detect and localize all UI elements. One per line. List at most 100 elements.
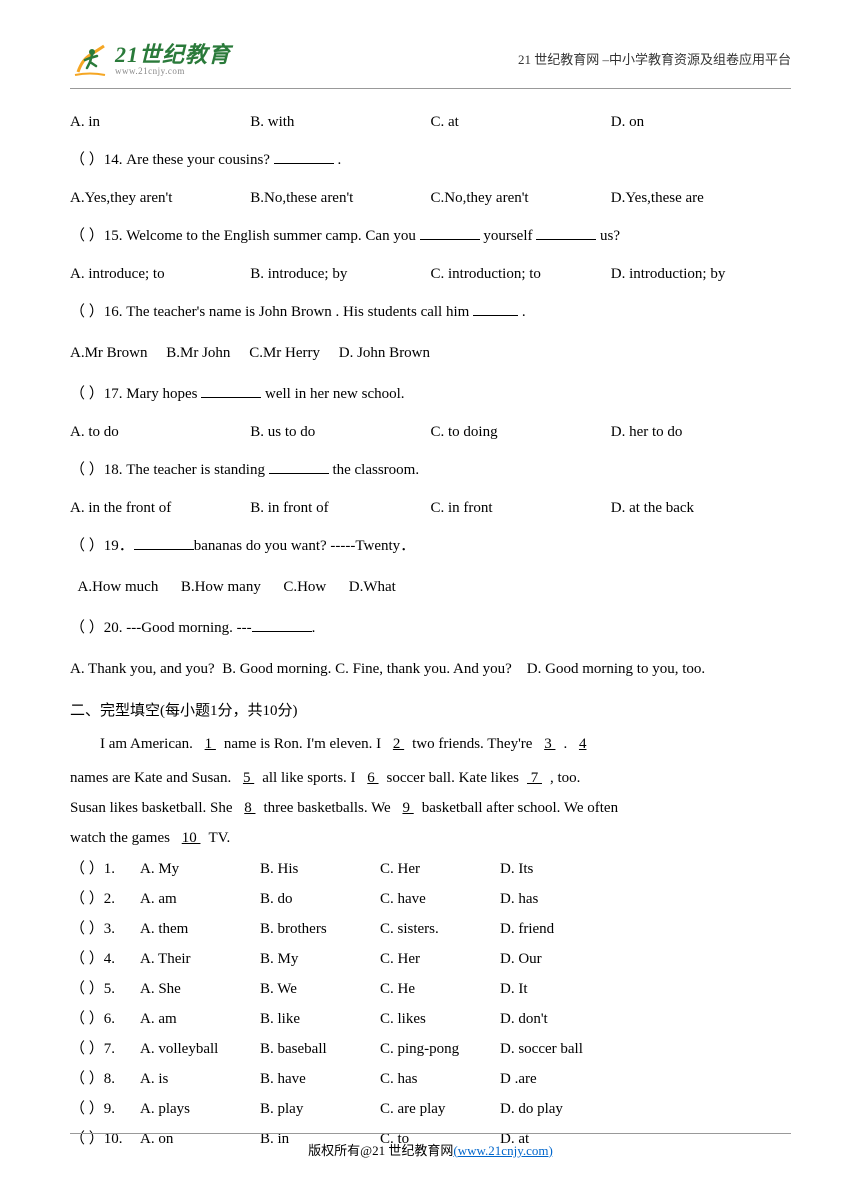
q17-opt-c: C. to doing: [431, 419, 611, 446]
q18-opt-a: A. in the front of: [70, 495, 250, 522]
q19-options: A.How much B.How many C.How D.What: [70, 571, 791, 604]
cloze-9-num: （ ）9.: [70, 1096, 140, 1123]
q15-stem: （ ）15. Welcome to the English summer cam…: [70, 220, 791, 253]
cloze-2-d: D. has: [500, 886, 620, 913]
q18-opt-d: D. at the back: [611, 495, 791, 522]
q15-opt-b: B. introduce; by: [250, 261, 430, 288]
cloze-1-num: （ ）1.: [70, 856, 140, 883]
q13-opt-d: D. on: [611, 109, 791, 136]
q15-mid: yourself: [480, 228, 537, 244]
cloze-5-c: C. He: [380, 976, 500, 1003]
logo-icon: [70, 40, 110, 80]
cloze-5-a: A. She: [140, 976, 260, 1003]
footer-link[interactable]: (www.21cnjy.com): [453, 1143, 552, 1158]
cloze-5-num: （ ）5.: [70, 976, 140, 1003]
cloze-2-a: A. am: [140, 886, 260, 913]
section2-title: 二、完型填空(每小题1分，共10分): [70, 698, 791, 725]
q14-options: A.Yes,they aren't B.No,these aren't C.No…: [70, 185, 791, 212]
blank-1: 1: [197, 736, 224, 752]
p2a: names are Kate and Susan.: [70, 770, 235, 786]
blank: [420, 225, 480, 240]
cloze-6-d: D. don't: [500, 1006, 620, 1033]
blank: [473, 301, 518, 316]
q20-pre: （ ）20. ---Good morning. ---: [70, 620, 252, 636]
q13-opt-c: C. at: [431, 109, 611, 136]
q17-opt-b: B. us to do: [250, 419, 430, 446]
q14-stem: （ ）14. Are these your cousins? .: [70, 144, 791, 177]
q16-opt-b: B.Mr John: [166, 345, 230, 361]
q15-post: us?: [596, 228, 620, 244]
q17-opt-a: A. to do: [70, 419, 250, 446]
q14-num: （ ）14. Are these your cousins?: [70, 152, 274, 168]
cloze-1-d: D. Its: [500, 856, 620, 883]
q20-stem: （ ）20. ---Good morning. ---.: [70, 612, 791, 645]
cloze-row-3: （ ）3. A. them B. brothers C. sisters. D.…: [70, 916, 791, 943]
cloze-6-num: （ ）6.: [70, 1006, 140, 1033]
p2d: , too.: [550, 770, 580, 786]
q14-suffix: .: [334, 152, 342, 168]
cloze-4-c: C. Her: [380, 946, 500, 973]
q13-opt-a: A. in: [70, 109, 250, 136]
page-container: 21世纪教育 www.21cnjy.com 21 世纪教育网 –中小学教育资源及…: [0, 0, 861, 1192]
q17-stem: （ ）17. Mary hopes well in her new school…: [70, 378, 791, 411]
logo-main-text: 21世纪教育: [115, 43, 231, 67]
p1d: .: [563, 736, 571, 752]
q14-opt-a: A.Yes,they aren't: [70, 185, 250, 212]
p2c: soccer ball. Kate likes: [387, 770, 519, 786]
cloze-passage-l4: watch the games 10 TV.: [70, 823, 791, 853]
cloze-6-b: B. like: [260, 1006, 380, 1033]
q17-pre: （ ）17. Mary hopes: [70, 386, 201, 402]
q19-stem: （ ）19． bananas do you want? -----Twenty．: [70, 530, 791, 563]
q14-opt-c: C.No,they aren't: [431, 185, 611, 212]
q20-opt-c: C. Fine, thank you. And you?: [335, 661, 512, 677]
cloze-7-d: D. soccer ball: [500, 1036, 620, 1063]
header-right-text: 21 世纪教育网 –中小学教育资源及组卷应用平台: [518, 48, 791, 71]
p4b: TV.: [208, 830, 230, 846]
footer-text: 版权所有@21 世纪教育网: [308, 1143, 453, 1158]
q16-pre: （ ）16. The teacher's name is John Brown …: [70, 304, 473, 320]
q20-opt-d: D. Good morning to you, too.: [527, 661, 705, 677]
cloze-4-a: A. Their: [140, 946, 260, 973]
cloze-7-c: C. ping-pong: [380, 1036, 500, 1063]
q20-opt-b: B. Good morning.: [222, 661, 331, 677]
cloze-9-d: D. do play: [500, 1096, 620, 1123]
blank: [269, 459, 329, 474]
q18-opt-c: C. in front: [431, 495, 611, 522]
q18-stem: （ ）18. The teacher is standing the class…: [70, 454, 791, 487]
q14-opt-b: B.No,these aren't: [250, 185, 430, 212]
cloze-passage-l2: names are Kate and Susan. 5 all like spo…: [70, 763, 791, 793]
blank-9: 9: [394, 800, 421, 816]
cloze-7-num: （ ）7.: [70, 1036, 140, 1063]
q16-opt-c: C.Mr Herry: [249, 345, 320, 361]
cloze-3-a: A. them: [140, 916, 260, 943]
blank: [274, 149, 334, 164]
q19-pre: （ ）19．: [70, 538, 134, 554]
cloze-9-b: B. play: [260, 1096, 380, 1123]
q14-opt-d: D.Yes,these are: [611, 185, 791, 212]
blank-3: 3: [536, 736, 563, 752]
p3c: basketball after school. We often: [422, 800, 618, 816]
cloze-2-num: （ ）2.: [70, 886, 140, 913]
q18-options: A. in the front of B. in front of C. in …: [70, 495, 791, 522]
cloze-5-d: D. It: [500, 976, 620, 1003]
q17-post: well in her new school.: [261, 386, 404, 402]
cloze-row-7: （ ）7. A. volleyball B. baseball C. ping-…: [70, 1036, 791, 1063]
cloze-passage-l3: Susan likes basketball. She 8 three bask…: [70, 793, 791, 823]
q16-stem: （ ）16. The teacher's name is John Brown …: [70, 296, 791, 329]
logo-text: 21世纪教育 www.21cnjy.com: [115, 43, 231, 77]
cloze-9-a: A. plays: [140, 1096, 260, 1123]
content-area: A. in B. with C. at D. on （ ）14. Are the…: [70, 109, 791, 1153]
cloze-row-1: （ ）1. A. My B. His C. Her D. Its: [70, 856, 791, 883]
cloze-4-b: B. My: [260, 946, 380, 973]
q13-opt-b: B. with: [250, 109, 430, 136]
q19-post: bananas do you want? -----Twenty．: [194, 538, 415, 554]
q20-options: A. Thank you, and you? B. Good morning. …: [70, 653, 791, 686]
cloze-3-c: C. sisters.: [380, 916, 500, 943]
cloze-8-c: C. has: [380, 1066, 500, 1093]
q20-post: .: [312, 620, 316, 636]
q19-opt-b: B.How many: [181, 579, 261, 595]
logo-block: 21世纪教育 www.21cnjy.com: [70, 40, 231, 80]
p4a: watch the games: [70, 830, 174, 846]
p2b: all like sports. I: [262, 770, 359, 786]
p3b: three basketballs. We: [263, 800, 394, 816]
